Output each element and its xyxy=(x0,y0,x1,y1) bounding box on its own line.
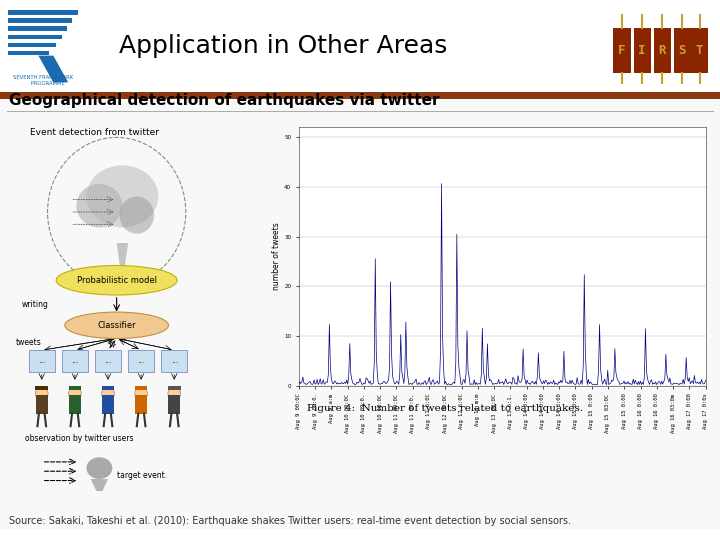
Bar xyxy=(691,28,708,73)
Polygon shape xyxy=(117,243,128,284)
Bar xyxy=(8,51,49,55)
Text: Probabilistic model: Probabilistic model xyxy=(76,276,157,285)
Bar xyxy=(62,350,88,372)
Bar xyxy=(102,386,114,390)
Bar xyxy=(613,28,631,73)
Bar xyxy=(35,386,48,390)
Bar xyxy=(69,395,81,414)
Text: ...: ... xyxy=(104,356,112,366)
Bar xyxy=(29,350,55,372)
Text: target event.: target event. xyxy=(117,471,167,481)
Text: Source: Sakaki, Takeshi et al. (2010): Earthquake shakes Twitter users: real-tim: Source: Sakaki, Takeshi et al. (2010): E… xyxy=(9,516,571,526)
Bar xyxy=(0,0,720,92)
Ellipse shape xyxy=(120,197,154,234)
Bar xyxy=(168,395,180,414)
Bar xyxy=(8,10,78,15)
Text: I: I xyxy=(639,44,646,57)
Ellipse shape xyxy=(86,165,158,227)
Text: Application in Other Areas: Application in Other Areas xyxy=(119,34,447,58)
Bar xyxy=(168,386,181,390)
Circle shape xyxy=(102,387,114,401)
Text: T: T xyxy=(696,44,703,57)
Y-axis label: number of tweets: number of tweets xyxy=(272,222,282,291)
Ellipse shape xyxy=(65,312,168,339)
Text: tweets: tweets xyxy=(16,339,42,347)
Text: ...: ... xyxy=(71,356,78,366)
Text: observation by twitter users: observation by twitter users xyxy=(25,434,133,443)
Bar xyxy=(68,386,81,390)
Text: ...: ... xyxy=(38,356,45,366)
Text: Classifier: Classifier xyxy=(97,321,136,330)
Polygon shape xyxy=(91,479,108,498)
Text: ...: ... xyxy=(138,356,145,366)
Bar xyxy=(8,26,68,31)
Ellipse shape xyxy=(76,184,122,227)
Bar xyxy=(36,395,48,414)
Text: F: F xyxy=(618,44,626,57)
Polygon shape xyxy=(38,56,68,82)
Bar xyxy=(8,35,62,39)
Bar xyxy=(95,350,121,372)
Bar xyxy=(674,28,691,73)
Ellipse shape xyxy=(56,266,177,295)
Circle shape xyxy=(135,387,148,401)
Bar xyxy=(102,395,114,414)
Bar xyxy=(128,350,154,372)
Circle shape xyxy=(168,387,181,401)
Text: Figure 4:  Number of tweets related to earthquakes.: Figure 4: Number of tweets related to ea… xyxy=(307,404,583,413)
Text: ...: ... xyxy=(171,356,178,366)
Bar xyxy=(0,92,720,99)
Text: writing: writing xyxy=(22,300,48,309)
Bar xyxy=(161,350,187,372)
Bar xyxy=(135,386,148,390)
Text: SEVENTH FRAMEWORK
      PROGRAMME: SEVENTH FRAMEWORK PROGRAMME xyxy=(13,75,73,85)
Ellipse shape xyxy=(86,457,112,479)
Text: S: S xyxy=(679,44,686,57)
Bar xyxy=(8,43,55,47)
Bar xyxy=(654,28,671,73)
Text: Geographical detection of earthquakes via twitter: Geographical detection of earthquakes vi… xyxy=(9,93,439,108)
Circle shape xyxy=(35,387,48,401)
Circle shape xyxy=(68,387,81,401)
Text: R: R xyxy=(659,44,666,57)
Bar xyxy=(8,18,72,23)
Bar xyxy=(0,99,720,529)
Bar xyxy=(135,395,147,414)
Bar xyxy=(634,28,651,73)
Text: Event detection from twitter: Event detection from twitter xyxy=(30,128,159,137)
